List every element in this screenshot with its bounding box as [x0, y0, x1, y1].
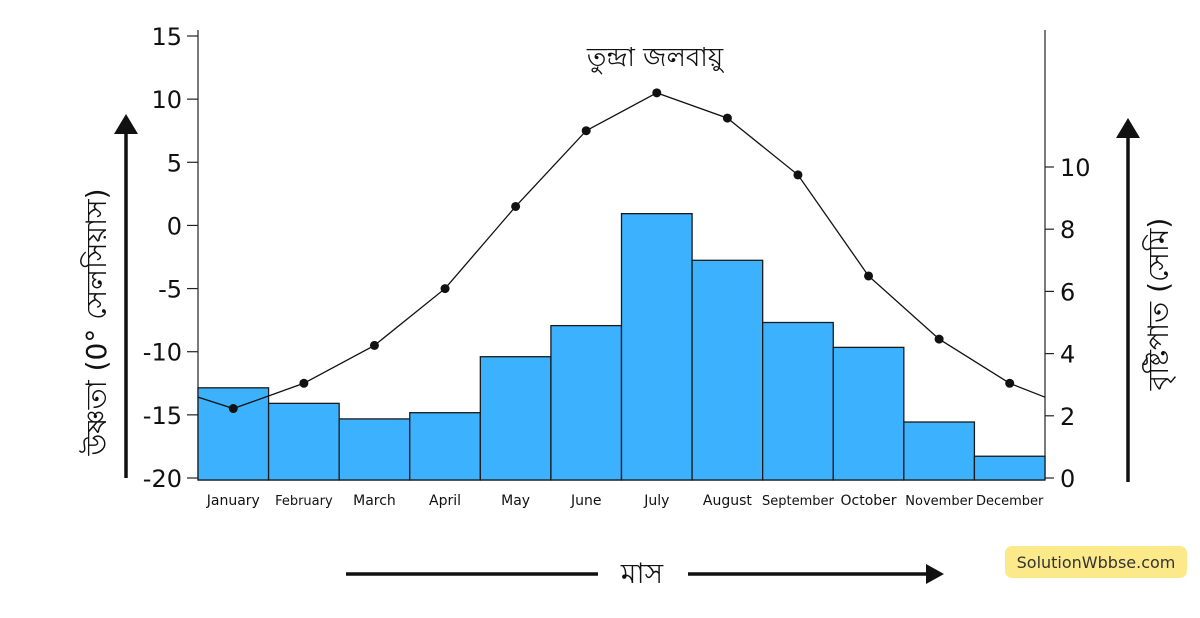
month-label-april: April — [429, 493, 461, 509]
bar-july — [620, 212, 693, 481]
month-label-january: January — [206, 493, 260, 509]
month-label-july: July — [643, 493, 669, 509]
left-tick-label: 5 — [167, 149, 182, 177]
left-tick-label: 15 — [151, 23, 182, 51]
month-label-october: October — [841, 493, 897, 509]
temperature-point-december — [1005, 378, 1015, 388]
right-tick-label: 6 — [1060, 278, 1075, 306]
temperature-point-july — [652, 88, 662, 98]
line-series — [197, 88, 1046, 414]
left-tick-label: -5 — [158, 276, 182, 304]
temperature-point-november — [934, 334, 944, 344]
month-label-november: November — [905, 494, 973, 509]
right-tick-labels: 10 8 6 4 2 0 — [1045, 154, 1091, 493]
right-tick-label: 8 — [1060, 216, 1075, 244]
month-label-august: August — [703, 493, 753, 509]
left-axis-arrow-head — [114, 114, 138, 134]
temperature-point-january — [228, 404, 238, 414]
left-tick-label: -10 — [143, 339, 182, 367]
left-tick-label: -20 — [143, 465, 182, 493]
x-axis-title: মাস — [620, 557, 664, 590]
temperature-point-september — [793, 170, 803, 180]
temperature-point-march — [369, 340, 379, 350]
month-label-march: March — [353, 493, 396, 509]
month-label-september: September — [762, 494, 835, 509]
bar-november — [903, 421, 976, 481]
left-tick-labels: 15 10 5 0 -5 -10 -15 -20 — [143, 23, 198, 493]
left-axis-title: উষ্ণতা (0° সেলসিয়াস) — [79, 188, 113, 456]
temperature-line — [197, 92, 1046, 410]
bar-october — [832, 346, 905, 481]
bar-may — [479, 356, 552, 481]
bar-august — [691, 259, 764, 481]
right-tick-label: 0 — [1060, 465, 1075, 493]
right-axis-arrow-head — [1116, 118, 1140, 138]
bar-series — [197, 212, 1046, 481]
temperature-point-june — [581, 126, 591, 136]
temperature-point-april — [440, 284, 450, 294]
temperature-point-may — [511, 201, 521, 211]
right-tick-label: 4 — [1060, 341, 1075, 369]
bar-february — [267, 402, 340, 481]
month-label-may: May — [501, 493, 530, 509]
right-tick-label: 10 — [1060, 154, 1091, 182]
left-tick-label: 0 — [167, 212, 182, 240]
bar-april — [409, 412, 481, 481]
chart-title: তুন্দ্রা জলবায়ু — [586, 43, 725, 74]
month-labels: January February March April May June July Augu… — [206, 493, 1044, 509]
temperature-point-august — [722, 113, 732, 123]
month-label-february: February — [275, 494, 333, 509]
month-label-december: December — [976, 494, 1044, 509]
bar-december — [973, 455, 1046, 481]
temperature-point-october — [864, 271, 874, 281]
x-axis-arrow-head — [926, 564, 944, 584]
left-tick-label: 10 — [151, 86, 182, 114]
bar-january — [197, 387, 270, 481]
left-tick-label: -15 — [143, 402, 182, 430]
bar-march — [338, 418, 411, 481]
month-label-june: June — [570, 493, 602, 509]
bar-september — [762, 321, 834, 481]
temperature-point-february — [299, 378, 309, 388]
watermark-badge: SolutionWbbse.com — [1005, 546, 1187, 578]
right-tick-label: 2 — [1060, 403, 1075, 431]
bar-june — [550, 324, 623, 481]
right-axis-title: বৃষ্টিপাত (সেমি) — [1142, 218, 1176, 392]
